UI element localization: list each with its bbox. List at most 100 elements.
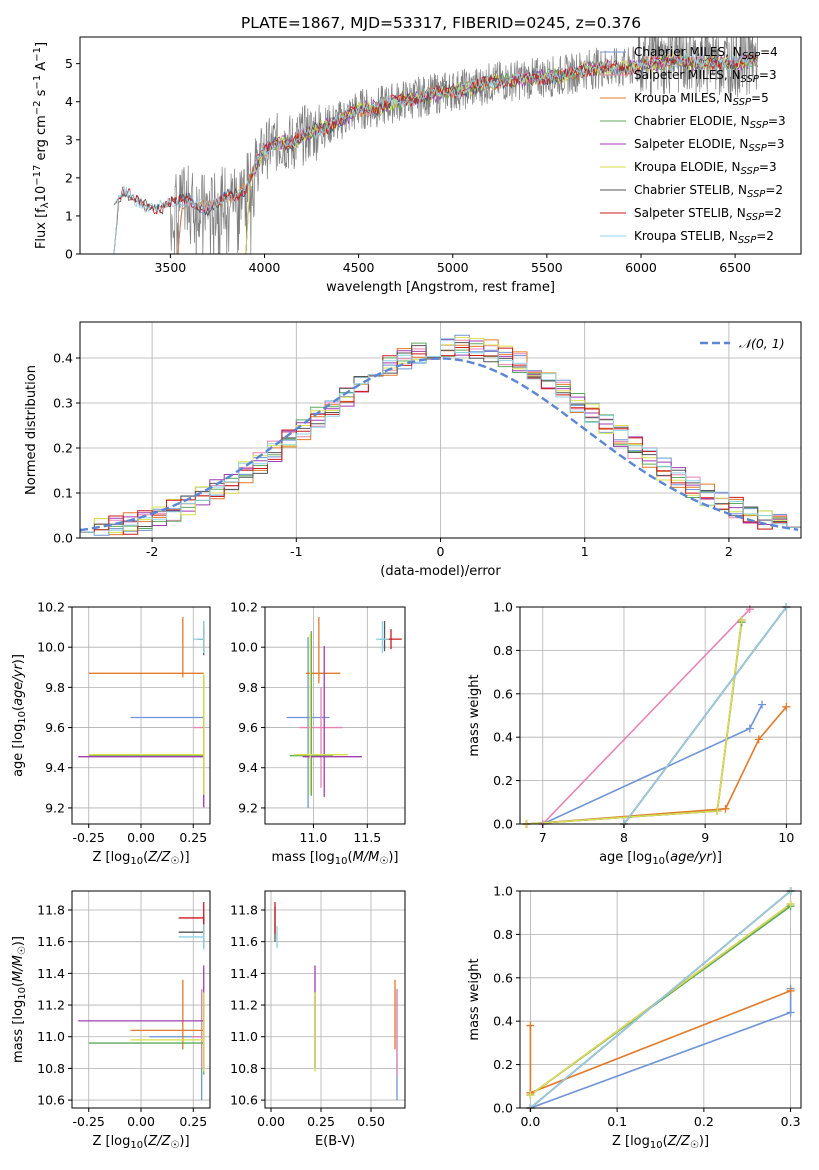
spectrum-legend-label: Kroupa MILES, NSSP=5: [634, 91, 769, 108]
age_vs_Z-ylabel-part: age [log: [11, 724, 26, 777]
age_vs_Z-ylabel-part: 10: [17, 711, 28, 724]
spectrum-legend-label-part: SSP: [750, 120, 769, 131]
age_vs_Z-ytick-label: 9.4: [45, 760, 65, 775]
mass_vs_Z-ylabel-part: M/M: [11, 955, 26, 982]
spectrum-ylabel-part: −2: [32, 100, 43, 115]
mass_vs_Z-xlabel-part: Z/Z: [147, 1134, 171, 1149]
age_vs_mass-xtick-label: 11.0: [300, 830, 328, 845]
spectrum-legend-label: Kroupa STELIB, NSSP=2: [634, 229, 774, 246]
age_vs_Z-ytick-label: 9.8: [45, 680, 65, 695]
massweight_vs_Z-ylabel: mass weight: [467, 958, 482, 1040]
age_vs_Z-ytick-label: 10.2: [37, 600, 65, 615]
age_vs_Z-xlabel-part: Z/Z: [147, 850, 171, 865]
massweight_vs_Z-ytick-label: 0.4: [493, 1014, 513, 1029]
massweight_vs_age-xlabel-part: (: [665, 850, 670, 865]
massweight_vs_Z-xlabel-part: (: [663, 1134, 668, 1149]
spectrum-legend-label-part: =3: [767, 137, 785, 151]
massweight_vs_age-point-marker: [745, 724, 754, 733]
spectrum-model-line: [113, 53, 759, 254]
age_vs_mass-axes: [265, 606, 405, 824]
massweight_vs_age-series-line: [623, 607, 788, 824]
mass_vs_Z-ytick-label: 11.4: [37, 966, 65, 981]
age_vs_Z-axes: [72, 606, 210, 824]
age_vs_mass-xtick-label: 11.5: [353, 830, 381, 845]
residuals-ytick-label: 0.3: [53, 396, 73, 411]
spectrum-legend-label: Salpeter STELIB, NSSP=2: [634, 206, 782, 223]
massweight_vs_Z-ytick-label: 0.6: [493, 970, 513, 985]
massweight_vs_Z-plot-area: [529, 891, 792, 1108]
age_vs_Z-xtick-label: 0.25: [179, 830, 207, 845]
massweight_vs_Z-xlabel: Z [log10(Z/Z☉)]: [612, 1134, 709, 1151]
spectrum-xtick-label: 3500: [154, 260, 186, 275]
spectrum-ylabel-part: −1: [32, 47, 43, 62]
age_vs_Z-ytick-label: 9.6: [45, 720, 65, 735]
age_vs_mass-plot-area: [286, 617, 402, 808]
spectrum-legend-label: Salpeter ELODIE, NSSP=3: [634, 137, 784, 154]
massweight_vs_Z-point-marker: [786, 900, 795, 909]
mass_vs_Z-ytick-label: 11.0: [37, 1029, 65, 1044]
mass_vs_Z-xtick-label: 0.25: [179, 1114, 207, 1129]
massweight_vs_Z-xlabel-part: Z/Z: [667, 1134, 691, 1149]
age_vs_mass-ytick-label: 9.2: [238, 800, 258, 815]
age_vs_Z-ylabel-part: )]: [11, 654, 26, 664]
spectrum-xtick-label: 4000: [249, 260, 281, 275]
age_vs_Z-plot-area: [78, 617, 205, 808]
age_vs_mass-xlabel-part: (: [347, 850, 352, 865]
spectrum-ylabel-part: −1: [32, 75, 43, 90]
massweight_vs_age-series-line: [526, 706, 788, 824]
age_vs_mass-xlabel-part: 10: [335, 856, 348, 867]
residuals-hist-line: [80, 338, 801, 536]
massweight_vs_age-frame: [519, 606, 802, 825]
massweight_vs_age-xlabel-part: age/yr: [670, 850, 713, 865]
spectrum-ytick-label: 4: [65, 94, 73, 109]
massweight_vs_Z-point-marker: [526, 1090, 535, 1099]
age_vs_mass-xlabel-part: )]: [388, 850, 398, 865]
residuals-ytick-label: 0.4: [53, 351, 73, 366]
residuals-xtick-label: 2: [725, 544, 733, 559]
age_vs_Z-xlabel-part: )]: [179, 850, 189, 865]
massweight_vs_age-xlabel: age [log10(age/yr)]: [599, 850, 722, 867]
mass_vs_Z-ytick-label: 11.8: [37, 903, 65, 918]
spectrum-ylabel-part: −17: [32, 165, 43, 186]
massweight_vs_age-plot-area: [526, 607, 788, 824]
mass_vs_Z-ylabel-part: (: [11, 982, 26, 987]
spectrum-xtick-label: 4500: [343, 260, 375, 275]
massweight_vs_age-point-marker: [758, 700, 767, 709]
spectrum-legend-label: Chabrier STELIB, NSSP=2: [634, 183, 783, 200]
spectrum-legend-label-part: Salpeter ELODIE, N: [634, 137, 748, 151]
age_vs_Z-xlabel-part: 10: [130, 856, 143, 867]
spectrum-ylabel-part: λ: [40, 202, 51, 208]
age_vs_Z-ytick-label: 9.2: [45, 800, 65, 815]
spectrum-ylabel-part: erg cm: [34, 115, 49, 164]
spectrum-legend-label-part: Chabrier MILES, N: [634, 45, 742, 59]
mass_vs_Z-xlabel-part: )]: [179, 1134, 189, 1149]
age_vs_Z-xtick-label: 0.00: [127, 830, 155, 845]
mass_vs_ebv-ytick-label: 11.2: [230, 998, 258, 1013]
massweight_vs_age-point-marker: [782, 702, 791, 711]
spectrum-legend-label-part: SSP: [747, 189, 766, 200]
massweight_vs_Z-xtick-label: 0.3: [781, 1114, 801, 1129]
massweight_vs_Z-xlabel-part: )]: [699, 1134, 709, 1149]
age_vs_mass-xlabel-part: ☉: [379, 856, 388, 867]
spectrum-legend-label-part: =2: [765, 183, 783, 197]
residuals-xtick-label: 1: [581, 544, 589, 559]
massweight_vs_age-point-marker: [737, 616, 746, 625]
spectrum-legend-label-part: SSP: [733, 97, 752, 108]
mass_vs_Z-ylabel: mass [log10(M/M☉)]: [11, 936, 28, 1063]
mass_vs_ebv-ytick-label: 11.8: [230, 903, 258, 918]
massweight_vs_Z-point-marker: [786, 986, 795, 995]
massweight_vs_Z-ytick-label: 1.0: [493, 884, 513, 899]
mass_vs_Z-xtick-label: 0.00: [127, 1114, 155, 1129]
mass_vs_Z-xlabel: Z [log10(Z/Z☉)]: [92, 1134, 189, 1151]
spectrum-legend-label: Salpeter MILES, NSSP=3: [634, 68, 777, 85]
age_vs_Z-xlabel-part: Z [log: [92, 850, 130, 865]
massweight_vs_age-series-line: [526, 622, 743, 824]
age_vs_Z-xlabel: Z [log10(Z/Z☉)]: [92, 850, 189, 867]
massweight_vs_age-point-marker: [713, 806, 722, 815]
residuals-xlabel: (data-model)/error: [380, 564, 501, 579]
residuals-ytick-label: 0.1: [53, 486, 73, 501]
age_vs_mass-xlabel-part: mass [log: [272, 850, 335, 865]
residuals-legend-label: 𝒩(0, 1): [739, 336, 785, 351]
massweight_vs_age-xtick-label: 7: [539, 830, 547, 845]
